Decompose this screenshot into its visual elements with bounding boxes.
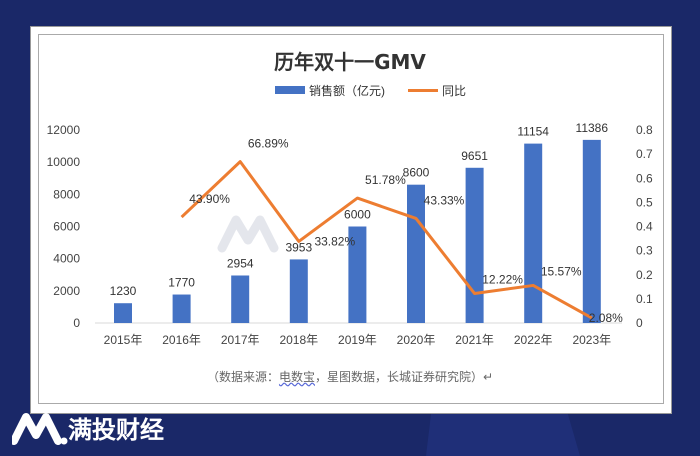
right-axis-tick: 0.8: [636, 123, 653, 137]
right-axis-tick: 0.4: [636, 220, 653, 234]
x-axis-tick: 2015年: [104, 333, 143, 347]
brand-logo-icon: [12, 412, 68, 445]
bar-label: 3953: [285, 240, 312, 254]
bar-label: 2954: [227, 256, 254, 270]
bar: [348, 226, 367, 323]
left-axis-tick: 10000: [47, 155, 81, 169]
x-axis-tick: 2021年: [455, 333, 494, 347]
x-axis-tick: 2020年: [397, 333, 436, 347]
chart-title: 历年双十一GMV: [274, 50, 426, 74]
x-axis-tick: 2016年: [162, 333, 201, 347]
line-label: 43.90%: [189, 192, 230, 206]
source-prefix: （数据来源：: [206, 370, 279, 384]
brand: 满投财经: [12, 410, 164, 445]
line-label: 66.89%: [248, 137, 289, 151]
right-axis-tick: 0.1: [636, 292, 653, 306]
x-axis-tick: 2017年: [221, 333, 260, 347]
bar-label: 1230: [110, 284, 137, 298]
bar: [172, 294, 191, 323]
bar: [231, 275, 250, 323]
chart-frame: [38, 34, 664, 404]
bar: [114, 303, 132, 323]
source-suffix: ，星图数据，长城证券研究院）↵: [314, 370, 494, 384]
source-underlined: 电数宝: [278, 370, 315, 384]
left-axis-tick: 2000: [53, 284, 80, 298]
left-axis-tick: 12000: [47, 123, 81, 137]
legend: 销售额（亿元) 同比: [275, 83, 466, 98]
line-label: 2.08%: [589, 311, 623, 325]
line-label: 51.78%: [365, 173, 406, 187]
right-axis-tick: 0.5: [636, 195, 653, 209]
legend-line-swatch: [408, 89, 438, 92]
bar: [289, 259, 308, 323]
bar: [407, 184, 425, 323]
bar: [465, 167, 484, 323]
yoy-line: [180, 160, 593, 320]
bar: [582, 139, 601, 323]
source-note: （数据来源：电数宝，星图数据，长城证券研究院）↵: [0, 368, 700, 385]
x-axis-tick: 2022年: [514, 333, 553, 347]
bar-label: 1770: [168, 276, 195, 290]
brand-name: 满投财经: [68, 416, 164, 444]
legend-bar-swatch: [275, 86, 305, 94]
left-axis-tick: 0: [73, 316, 80, 330]
watermark-logo: [217, 215, 279, 253]
right-axis-tick: 0.7: [636, 147, 653, 161]
right-axis-tick: 0: [636, 316, 643, 330]
x-axis-tick: 2023年: [572, 333, 611, 347]
x-axis-tick: 2019年: [338, 333, 377, 347]
bar-label: 6000: [344, 208, 371, 222]
left-axis-tick: 8000: [53, 187, 80, 201]
bar-label: 8600: [403, 166, 430, 180]
bar-label: 11154: [517, 125, 549, 139]
right-axis-tick: 0.6: [636, 171, 653, 185]
left-axis-tick: 4000: [53, 252, 80, 266]
line-label: 15.57%: [541, 264, 582, 278]
line-label: 43.33%: [424, 193, 465, 207]
line-label: 33.82%: [314, 234, 355, 248]
legend-line-label: 同比: [442, 84, 466, 98]
bar-label: 9651: [461, 149, 488, 163]
x-axis-tick: 2018年: [279, 333, 318, 347]
legend-bar-label: 销售额（亿元): [309, 83, 385, 98]
bar-label: 11386: [576, 121, 609, 135]
bar: [524, 143, 543, 323]
left-axis-tick: 6000: [53, 220, 80, 234]
line-label: 12.22%: [482, 273, 523, 287]
right-axis-tick: 0.3: [636, 244, 653, 258]
right-axis-tick: 0.2: [636, 268, 653, 282]
